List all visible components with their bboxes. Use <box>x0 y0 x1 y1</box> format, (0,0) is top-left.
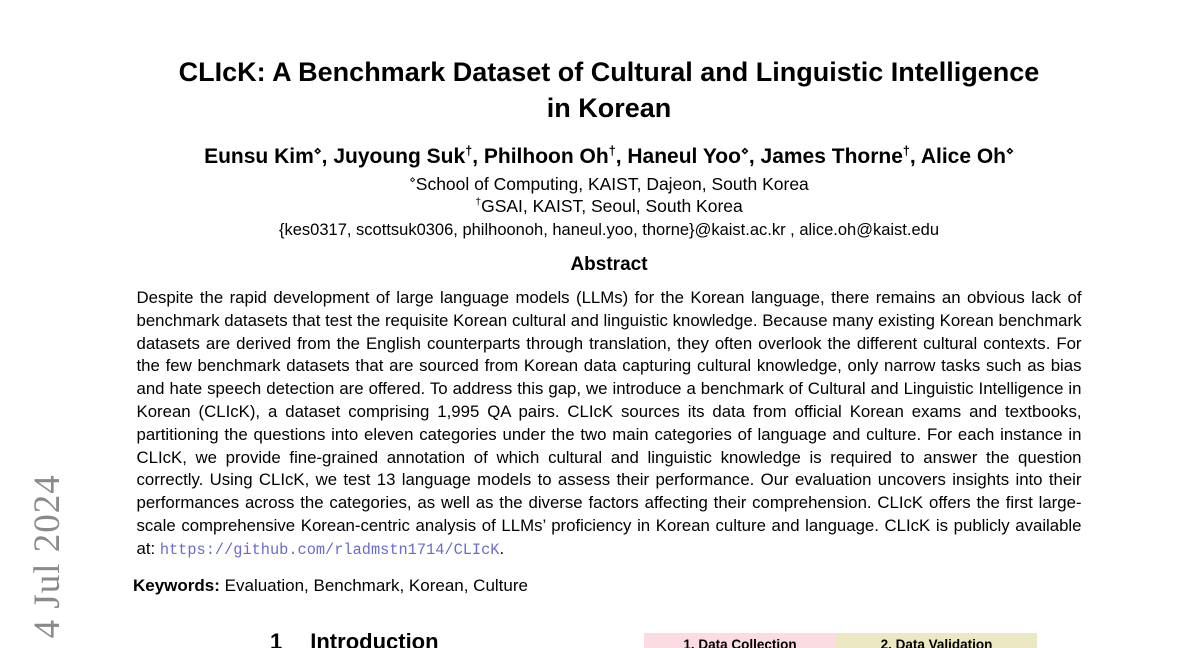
keywords-line: Keywords: Evaluation, Benchmark, Korean,… <box>133 575 1085 597</box>
affiliation-mark: ⋄ <box>740 144 749 158</box>
affiliation-mark: † <box>475 196 482 209</box>
author: Philhoon Oh†, <box>483 144 628 168</box>
abstract-text-suffix: . <box>499 538 505 558</box>
author: Alice Oh⋄ <box>920 144 1014 168</box>
author: Juyoung Suk†, <box>333 144 484 168</box>
section-1-title: Introduction <box>310 629 439 648</box>
figure-pipeline-strip: 1. Data Collection 2. Data Validation <box>644 633 1037 648</box>
author: Haneul Yoo⋄, <box>627 144 761 168</box>
github-repo-link[interactable]: https://github.com/rladmstn1714/CLIcK <box>159 540 500 559</box>
paper-content: CLIcK: A Benchmark Dataset of Cultural a… <box>133 0 1085 597</box>
author-emails: {kes0317, scottsuk0306, philhoonoh, hane… <box>279 221 939 239</box>
author-list: Eunsu Kim⋄, Juyoung Suk†, Philhoon Oh†, … <box>133 144 1085 170</box>
keywords-label: Keywords: <box>133 575 220 595</box>
affiliation-line: ⋄School of Computing, KAIST, Dajeon, Sou… <box>409 174 809 194</box>
affiliation-mark: ⋄ <box>1006 144 1014 158</box>
abstract-paragraph: Despite the rapid development of large l… <box>137 287 1082 562</box>
affiliation-mark: † <box>902 144 910 158</box>
affiliation-mark: ⋄ <box>409 174 416 187</box>
figure-step-data-collection: 1. Data Collection <box>644 633 836 648</box>
affiliation-mark: † <box>608 144 616 158</box>
figure-step-data-validation: 2. Data Validation <box>836 633 1037 648</box>
affiliation-mark: † <box>465 144 473 158</box>
abstract-text: Despite the rapid development of large l… <box>136 288 1082 558</box>
section-1-heading: 1 Introduction <box>270 629 439 648</box>
author: Eunsu Kim⋄, <box>204 144 334 168</box>
author: James Thorne†, <box>760 144 921 168</box>
affiliation-line: †GSAI, KAIST, Seoul, South Korea <box>475 196 743 216</box>
paper-title-line2: in Korean <box>546 93 672 123</box>
affiliations: ⋄School of Computing, KAIST, Dajeon, Sou… <box>133 173 1085 217</box>
abstract-heading: Abstract <box>570 254 648 275</box>
paper-title: CLIcK: A Benchmark Dataset of Cultural a… <box>133 54 1085 126</box>
section-1-number: 1 <box>270 629 283 648</box>
keywords-text: Evaluation, Benchmark, Korean, Culture <box>219 575 528 595</box>
affiliation-mark: ⋄ <box>313 144 322 158</box>
paper-title-line1: CLIcK: A Benchmark Dataset of Cultural a… <box>178 57 1040 87</box>
arxiv-sidebar-stamp: ] 4 Jul 2024 <box>27 474 68 648</box>
